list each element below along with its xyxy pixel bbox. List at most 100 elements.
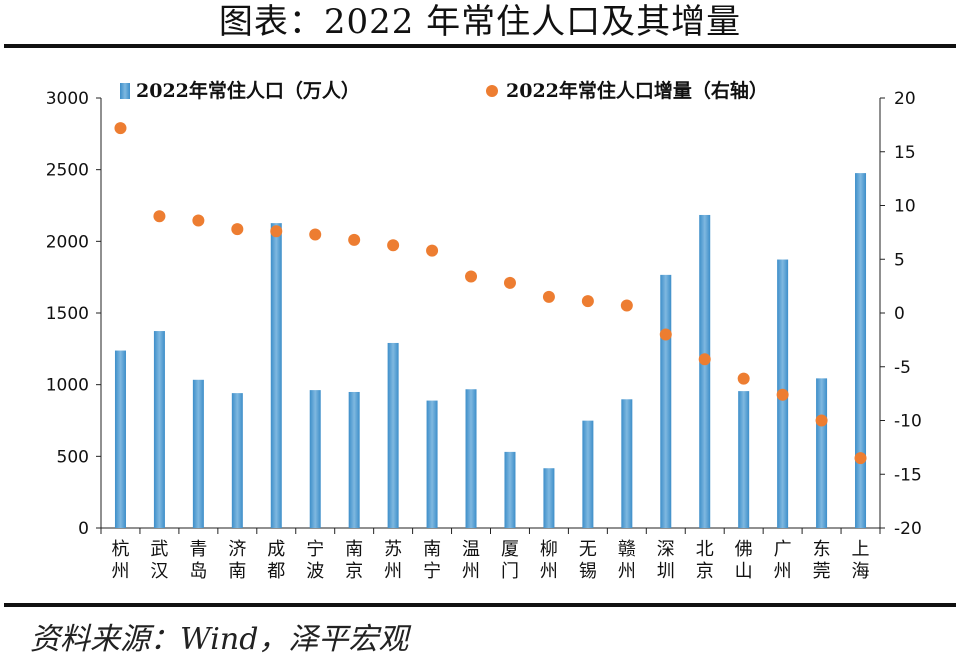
left-tick-label: 1500: [46, 304, 89, 324]
scatter-series: [114, 122, 867, 465]
dot-6: [348, 233, 361, 246]
category-label-4: 都: [267, 561, 285, 582]
dot-4: [270, 225, 283, 238]
dot-10: [503, 276, 516, 289]
category-label-5: 波: [306, 561, 324, 582]
left-tick-label: 1000: [46, 376, 89, 396]
category-label-0: 州: [111, 561, 129, 582]
dot-13: [620, 299, 633, 312]
category-label-2: 青: [189, 539, 207, 560]
legend-label-increment: 2022年常住人口增量（右轴）: [506, 79, 768, 102]
category-label-10: 门: [501, 561, 519, 582]
right-tick-label: 5: [894, 250, 905, 270]
dot-5: [309, 228, 322, 241]
category-label-11: 柳: [540, 539, 558, 560]
left-tick-label: 2500: [46, 161, 89, 181]
right-tick-label: -20: [894, 519, 922, 539]
legend-label-population: 2022年常住人口（万人）: [136, 79, 360, 102]
bar-19: [855, 173, 867, 528]
category-label-18: 莞: [813, 561, 831, 582]
category-label-17: 州: [774, 561, 792, 582]
bar-6: [348, 391, 360, 528]
category-label-16: 山: [735, 561, 753, 582]
dot-2: [192, 214, 205, 227]
category-label-18: 东: [813, 539, 831, 560]
category-label-19: 海: [852, 561, 870, 582]
right-tick-label: 20: [894, 89, 916, 109]
category-label-3: 南: [228, 561, 246, 582]
bar-18: [816, 378, 828, 528]
dot-0: [114, 122, 127, 135]
bar-4: [270, 223, 282, 528]
bottom-rule: [4, 603, 956, 607]
bar-16: [738, 391, 750, 528]
chart-title: 图表：2022 年常住人口及其增量: [218, 2, 742, 42]
category-label-13: 州: [618, 561, 636, 582]
bar-5: [309, 390, 321, 528]
axis-labels: 0 500 1000 1500 2000 2500 3000 -20 -15 -10 -5 0 5 10 1…: [46, 89, 922, 582]
category-label-8: 南: [423, 539, 441, 560]
category-label-12: 锡: [579, 561, 597, 582]
category-label-13: 赣: [618, 539, 636, 560]
category-label-7: 苏: [384, 539, 402, 560]
bar-8: [426, 400, 438, 528]
source-note: 资料来源：Wind，泽平宏观: [30, 622, 409, 657]
right-tick-label: -5: [894, 358, 911, 378]
right-tick-label: -10: [894, 412, 922, 432]
bar-series: [114, 173, 867, 528]
category-label-14: 圳: [657, 561, 675, 582]
right-tick-label: 10: [894, 197, 916, 217]
category-label-9: 州: [462, 561, 480, 582]
bar-3: [231, 393, 243, 528]
category-label-9: 温: [462, 539, 480, 560]
bar-15: [699, 214, 711, 528]
category-label-10: 厦: [501, 539, 519, 560]
dot-19: [854, 452, 867, 465]
bar-1: [153, 331, 165, 528]
bar-0: [114, 350, 126, 528]
bar-7: [387, 342, 399, 528]
category-label-1: 武: [150, 539, 168, 560]
right-tick-label: -15: [894, 465, 922, 485]
top-rule: [4, 44, 956, 48]
right-tick-label: 0: [894, 304, 905, 324]
left-tick-label: 500: [57, 447, 89, 467]
category-label-0: 杭: [111, 539, 129, 560]
dot-7: [387, 239, 400, 252]
category-label-17: 广: [774, 539, 792, 560]
category-label-7: 州: [384, 561, 402, 582]
bar-10: [504, 451, 516, 528]
category-label-6: 南: [345, 539, 363, 560]
dot-3: [231, 223, 244, 236]
category-label-11: 州: [540, 561, 558, 582]
right-tick-label: 15: [894, 143, 916, 163]
bar-13: [621, 399, 633, 528]
left-tick-label: 2000: [46, 232, 89, 252]
bar-14: [660, 274, 672, 528]
dot-8: [426, 244, 439, 257]
category-label-16: 佛: [735, 539, 753, 560]
legend: 2022年常住人口（万人） 2022年常住人口增量（右轴）: [120, 79, 768, 102]
bar-11: [543, 468, 555, 528]
dot-15: [698, 353, 711, 366]
dot-18: [815, 414, 828, 427]
category-label-8: 宁: [423, 561, 441, 582]
axes: [96, 97, 885, 534]
category-label-4: 成: [267, 539, 285, 560]
legend-dot-swatch: [486, 85, 498, 97]
category-label-1: 汉: [150, 561, 168, 582]
bar-12: [582, 420, 594, 528]
chart-canvas: 2022年常住人口（万人） 2022年常住人口增量（右轴） 0 500 1000 15…: [46, 79, 922, 582]
left-tick-label: 3000: [46, 89, 89, 109]
category-label-2: 岛: [189, 561, 207, 582]
bar-9: [465, 389, 477, 528]
category-label-15: 京: [696, 561, 714, 582]
dot-12: [581, 295, 594, 308]
category-label-6: 京: [345, 561, 363, 582]
category-label-5: 宁: [306, 539, 324, 560]
left-tick-label: 0: [78, 519, 89, 539]
category-label-14: 深: [657, 539, 675, 560]
category-label-3: 济: [228, 539, 246, 560]
bar-2: [192, 379, 204, 528]
dot-1: [153, 210, 166, 223]
